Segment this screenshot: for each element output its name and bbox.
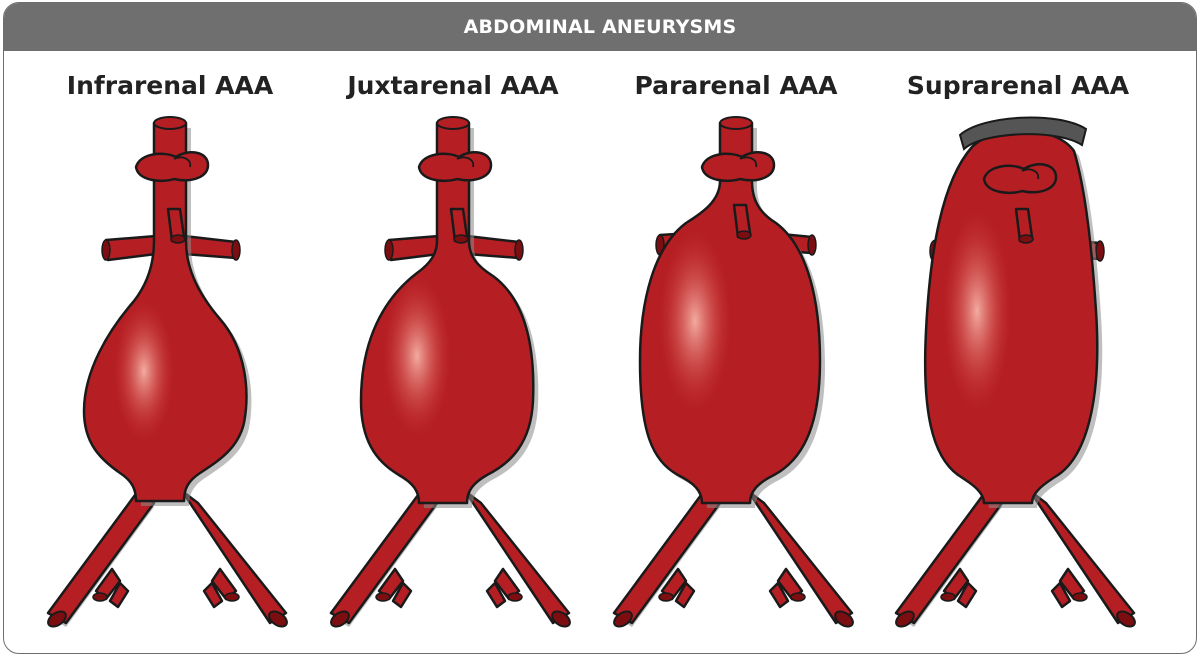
iliac-arteries (894, 489, 1136, 628)
aorta (46, 116, 288, 628)
aorta (329, 116, 571, 628)
panel-title: Pararenal AAA (634, 71, 838, 100)
panel-juxtarenal: Juxtarenal AAA (307, 51, 599, 651)
diagram-frame: ABDOMINAL ANEURYSMS Infrarenal AAA Juxta… (3, 2, 1197, 654)
aorta-illustration (46, 116, 288, 628)
panel-infrarenal: Infrarenal AAA (24, 51, 316, 651)
aorta (894, 116, 1136, 628)
aorta-illustration (329, 116, 571, 628)
iliac-arteries (329, 489, 571, 628)
panel-suprarenal: Suprarenal AAA (872, 51, 1164, 651)
header-bar: ABDOMINAL ANEURYSMS (4, 3, 1196, 51)
aorta (612, 116, 854, 628)
panel-title: Suprarenal AAA (906, 71, 1130, 100)
iliac-arteries (46, 489, 288, 628)
panel-title: Infrarenal AAA (66, 71, 274, 100)
aorta-illustration (894, 116, 1136, 628)
panel-pararenal: Pararenal AAA (590, 51, 882, 651)
panel-title: Juxtarenal AAA (347, 71, 559, 100)
header-title: ABDOMINAL ANEURYSMS (463, 16, 737, 38)
iliac-arteries (612, 489, 854, 628)
aorta-illustration (612, 116, 854, 628)
